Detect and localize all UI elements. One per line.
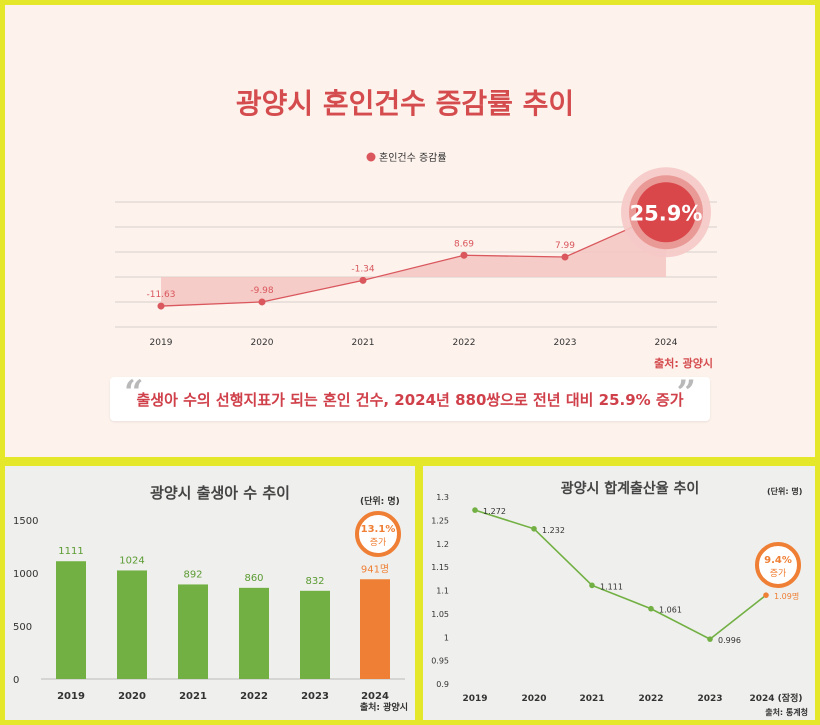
data-point [561,253,569,261]
x-tick-label: 2020 [251,338,274,348]
fertility-line-chart: 광양시 합계출산율 추이 (단위: 명) 0.9 0.95 1 1.05 1.1 1.15… [431,480,808,717]
x-tick-label: 2019 [150,338,173,348]
data-label: 1.232 [542,526,565,535]
x-tick-label: 2023 [554,338,577,348]
y-tick-label: 1000 [13,569,38,580]
badge-circle [755,542,801,588]
chart-title: 광양시 합계출산율 추이 [561,480,700,497]
quote-text: 출생아 수의 선행지표가 되는 혼인 건수, 2024년 880쌍으로 전년 대… [136,391,684,409]
y-tick-label: 500 [13,622,32,633]
x-tick-label: 2022 [240,691,268,702]
data-label: -1.34 [351,264,375,274]
births-panel: 광양시 출생아 수 추이 (단위: 명) 0 500 1000 1500 1111 20… [5,466,415,720]
open-quote-icon: “ [124,373,144,413]
data-label: 0.996 [718,636,741,645]
data-point [472,507,478,513]
x-tick-label: 2020 [118,691,146,702]
data-label: 860 [244,573,263,584]
x-tick-label: 2021 [579,694,604,704]
badge-value: 13.1% [361,524,396,535]
x-tick-label: 2021 [352,338,375,348]
x-tick-label: 2019 [57,691,85,702]
series-line [160,211,667,307]
births-bar-chart: 광양시 출생아 수 추이 (단위: 명) 0 500 1000 1500 1111 20… [13,484,408,713]
data-point [460,251,468,259]
y-tick-label: 1.3 [436,493,449,502]
badge-value: 9.4% [764,555,792,566]
x-tick-label: 2024 [361,691,389,702]
x-tick-label: 2021 [179,691,207,702]
data-point [648,605,654,612]
x-tick-label: 2023 [301,691,329,702]
y-tick-label: 1.1 [436,587,449,596]
badge-circle [355,511,401,557]
legend-marker [366,152,376,162]
y-tick-label: 1.15 [431,563,449,572]
y-tick-label: 0.9 [436,680,449,689]
x-tick-label: 2024 (잠정) [750,692,803,704]
y-tick-label: 1.05 [431,610,449,619]
bar [300,590,330,679]
y-tick-label: 1.25 [431,516,449,525]
data-label: 1.09명 [774,591,799,601]
badge-label: 증가 [770,568,787,579]
chart-unit: (단위: 명) [360,495,400,507]
fertility-panel: 광양시 합계출산율 추이 (단위: 명) 0.9 0.95 1 1.05 1.1 1.15… [423,466,815,720]
highlight-label: 25.9% [630,201,703,225]
y-tick-label: 1500 [13,516,38,527]
bar [117,570,147,679]
chart-title: 광양시 혼인건수 증감률 추이 [236,87,574,120]
marriage-rate-panel: 광양시 혼인건수 증감률 추이 혼인건수 증감률 -11.63 -9.98 -1.3… [5,5,815,457]
data-point [763,592,769,598]
data-label: 1.111 [600,582,623,591]
data-label: -11.63 [146,290,175,300]
data-label: -9.98 [250,286,274,296]
data-label: 7.99 [555,241,575,251]
x-tick-label: 2023 [697,694,722,704]
data-label: 892 [183,569,202,580]
data-label: 941명 [361,563,389,575]
marriage-rate-chart: 광양시 혼인건수 증감률 추이 혼인건수 증감률 -11.63 -9.98 -1.3… [115,87,717,370]
y-tick-label: 0.95 [431,657,449,666]
data-label: 8.69 [454,239,474,249]
data-point [589,582,595,589]
x-tick-label: 2024 [655,338,678,348]
data-label: 832 [305,576,324,587]
quote-box: “ 출생아 수의 선행지표가 되는 혼인 건수, 2024년 880쌍으로 전년… [110,373,710,421]
badge-label: 증가 [370,537,387,548]
x-tick-label: 2019 [462,694,487,704]
bar [239,587,269,679]
bar [178,584,208,679]
y-tick-label: 1.2 [436,540,449,549]
area-fill [161,212,666,307]
data-point [258,298,266,306]
data-label: 1111 [58,546,83,557]
data-label: 1.061 [659,606,682,615]
chart-title: 광양시 출생아 수 추이 [150,484,290,502]
data-point [157,302,165,310]
bar [360,579,390,679]
y-tick-label: 0 [13,675,19,686]
bar [56,561,86,679]
data-label: 1024 [119,555,144,566]
x-tick-label: 2020 [521,694,546,704]
chart-source: 출처: 통계청 [765,707,808,717]
y-tick-label: 1 [444,633,449,642]
chart-unit: (단위: 명) [767,486,802,496]
data-label: 1.272 [483,507,506,516]
data-point [359,276,367,284]
data-point [531,525,537,532]
close-quote-icon: ” [676,373,696,413]
series-line [474,509,767,641]
chart-source: 출처: 광양시 [360,701,408,713]
data-point [707,636,713,642]
x-tick-label: 2022 [638,694,663,704]
x-tick-label: 2022 [453,338,476,348]
highlight-circle [636,182,696,243]
legend-label: 혼인건수 증감률 [379,151,447,164]
chart-source: 출처: 광양시 [654,356,713,370]
